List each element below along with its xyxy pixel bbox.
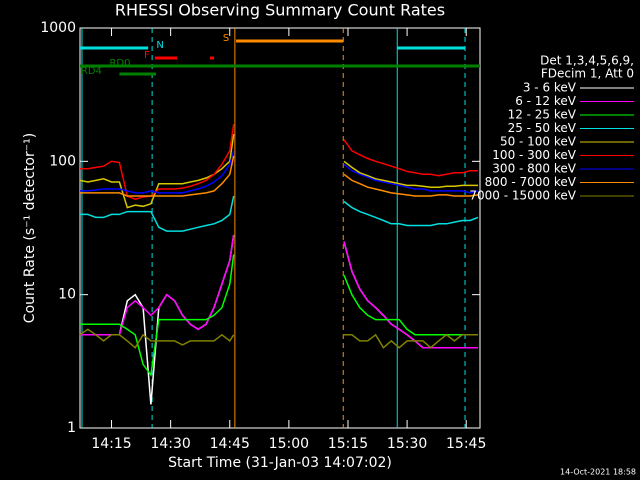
legend-header: FDecim 1, Att 0 xyxy=(541,67,634,81)
series-line xyxy=(80,150,479,194)
x-tick-label: 15:30 xyxy=(387,436,427,452)
series-line xyxy=(80,234,478,405)
flag-label: F xyxy=(144,50,150,61)
series-line xyxy=(80,234,478,349)
legend-label: 100 - 300 keV xyxy=(492,148,576,162)
series-line xyxy=(80,195,479,232)
legend-label: 25 - 50 keV xyxy=(508,121,577,135)
y-tick-label: 1 xyxy=(67,420,76,436)
legend-label: 6 - 12 keV xyxy=(515,94,577,108)
legend-label: 7000 - 15000 keV xyxy=(469,189,576,203)
y-tick-label: 100 xyxy=(49,153,76,169)
flag-label: RD0 xyxy=(109,58,130,69)
x-tick-label: 15:15 xyxy=(328,436,368,452)
legend-header: Det 1,3,4,5,6,9, xyxy=(540,54,634,68)
y-tick-label: 1000 xyxy=(40,20,76,36)
flag-label: N xyxy=(156,40,163,51)
x-tick-label: 15:00 xyxy=(269,436,309,452)
flag-label: S xyxy=(223,33,229,44)
legend-label: 3 - 6 keV xyxy=(523,81,577,95)
x-tick-label: 14:15 xyxy=(91,436,131,452)
legend-label: 12 - 25 keV xyxy=(508,108,577,122)
series-line xyxy=(80,124,478,200)
series-line xyxy=(80,254,478,377)
chart-title: RHESSI Observing Summary Count Rates xyxy=(115,1,445,20)
legend-label: 800 - 7000 keV xyxy=(485,175,577,189)
x-tick-label: 14:30 xyxy=(150,436,190,452)
series-line xyxy=(79,328,478,349)
footer: 14-Oct-2021 18:58 xyxy=(560,468,636,477)
x-tick-label: 15:45 xyxy=(446,436,486,452)
legend-label: 50 - 100 keV xyxy=(500,135,577,149)
flag-label: RD4 xyxy=(81,66,102,77)
y-tick-label: 10 xyxy=(58,287,76,303)
legend-label: 300 - 800 keV xyxy=(492,162,576,176)
x-tick-label: 14:45 xyxy=(210,436,250,452)
x-axis-label: Start Time (31-Jan-03 14:07:02) xyxy=(168,455,392,471)
y-axis-label: Count Rate (s⁻¹ detector⁻¹) xyxy=(22,133,38,323)
plot-frame xyxy=(79,27,481,429)
series-line xyxy=(80,155,479,197)
